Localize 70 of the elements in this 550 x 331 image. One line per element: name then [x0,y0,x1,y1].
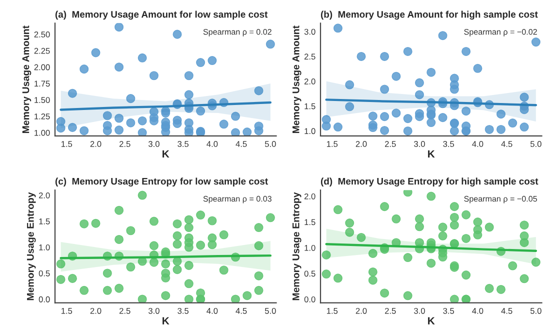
chart-title: (d) Memory Usage Entropy for high sample cost [320,178,538,187]
x-axis-title: K [162,317,170,324]
x-tick-label: 3.0 [414,308,425,314]
y-axis-title: Memory Usage Amount [292,26,302,134]
y-tick-label: 1.75 [34,80,50,87]
y-tick-label: 1.00 [34,130,50,136]
x-tick-label: 2.5 [384,308,396,314]
x-tick-label: 4.0 [472,141,484,147]
y-tick-label: 1.50 [34,97,50,103]
x-tick-label: 2.0 [356,308,367,314]
annotation: Spearman ρ = −0.05 [464,196,537,204]
x-tick-label: 4.0 [472,308,484,314]
y-tick-label: 0.0 [304,296,316,302]
y-tick-label: 2.00 [34,64,50,70]
x-tick-label: 1.5 [326,141,338,147]
y-tick-label: 0.5 [38,270,50,276]
y-tick-label: 0.0 [38,296,50,302]
x-axis-title: K [162,150,170,158]
x-tick-label: 2.0 [356,141,367,147]
x-tick-label: 3.0 [148,308,160,314]
x-tick-label: 4.5 [236,308,247,314]
y-axis-title: Memory Usage Amount [22,26,32,134]
y-tick-label: 2.25 [34,48,50,54]
x-axis-title: K [428,317,435,324]
x-tick-label: 2.5 [119,308,130,314]
y-tick-label: 1.0 [304,244,316,251]
y-tick-label: 1.25 [34,113,50,120]
x-tick-label: 5.0 [530,308,542,314]
y-tick-label: 1.5 [39,218,50,224]
x-tick-label: 4.5 [501,141,512,147]
x-tick-label: 1.5 [61,308,72,314]
y-tick-label: 1.0 [39,244,50,250]
x-tick-label: 1.5 [61,141,72,147]
y-axis-title: Memory Usage Entropy [27,192,36,300]
x-tick-label: 1.5 [326,308,338,314]
x-tick-label: 5.0 [264,141,276,147]
x-tick-label: 4.5 [501,308,512,314]
chart-title: (c) Memory Usage Entropy for low sample cost [55,178,268,187]
y-tick-label: 2.5 [304,54,316,60]
x-tick-label: 2.0 [90,141,102,147]
y-tick-label: 2.0 [38,192,50,198]
x-tick-label: 3.5 [443,308,454,314]
y-tick-label: 1.5 [304,219,316,226]
x-tick-label: 3.0 [148,141,160,147]
x-tick-label: 2.5 [384,141,396,147]
y-tick-label: 2.50 [34,32,50,38]
y-axis-title: Memory Usage Entropy [292,192,302,300]
x-tick-label: 4.5 [236,141,247,147]
x-tick-label: 3.0 [414,141,425,147]
x-tick-label: 2.5 [119,141,130,147]
annotation: Spearman ρ = 0.03 [203,196,272,204]
x-tick-label: 4.0 [206,141,218,147]
chart-title: (b) Memory Usage Amount for high sample cost [320,10,538,20]
x-tick-label: 5.0 [264,308,276,314]
y-tick-label: 2.0 [304,78,316,84]
x-tick-label: 3.5 [178,308,189,314]
x-tick-label: 5.0 [530,141,542,147]
y-tick-label: 3.0 [304,28,316,35]
x-axis-title: K [428,150,435,158]
x-tick-label: 3.5 [443,141,454,147]
chart-title: (a) Memory Usage Amount for low sample cost [55,10,268,20]
annotation: Spearman ρ = −0.02 [464,29,537,36]
y-tick-label: 0.5 [304,270,316,277]
annotation: Spearman ρ = 0.02 [203,29,272,36]
y-tick-label: 2.0 [304,193,316,200]
y-tick-label: 1.0 [304,128,316,134]
x-tick-label: 2.0 [90,308,102,314]
x-tick-label: 3.5 [178,141,189,147]
x-tick-label: 4.0 [206,308,218,314]
y-tick-label: 1.5 [304,103,316,110]
